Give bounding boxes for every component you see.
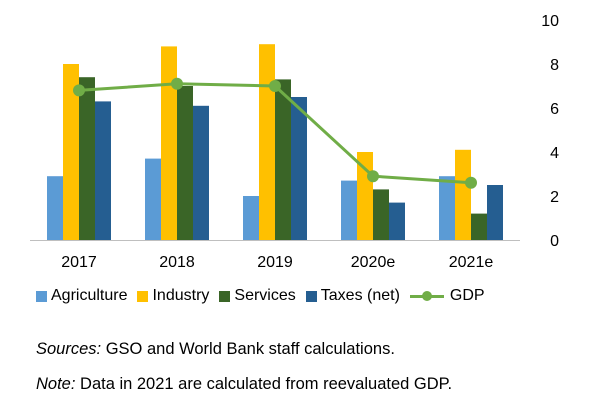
bar-taxes-net-2018 — [193, 105, 209, 240]
sources-text: GSO and World Bank staff calculations. — [101, 340, 395, 358]
x-tick-label-2019: 2019 — [257, 254, 293, 271]
bar-industry-2017 — [63, 64, 79, 240]
bar-services-2019 — [275, 79, 291, 241]
x-tick-label-2021e: 2021e — [449, 254, 494, 271]
bar-services-2020e — [373, 189, 389, 240]
gdp-point-2020e — [367, 170, 379, 183]
note-text: Data in 2021 are calculated from reevalu… — [75, 375, 453, 393]
legend-swatch-agriculture — [36, 290, 47, 302]
legend-label-taxes: Taxes (net) — [320, 287, 400, 304]
bar-agriculture-2020e — [341, 180, 357, 240]
bar-taxes-net-2020e — [389, 202, 405, 240]
gdp-point-2018 — [171, 77, 183, 90]
legend-item-services: Services — [219, 287, 296, 305]
legend: Agriculture Industry Services Taxes (net… — [36, 287, 495, 305]
legend-item-gdp: GDP — [409, 287, 485, 305]
gdp-point-2017 — [73, 84, 85, 97]
legend-label-gdp: GDP — [449, 287, 485, 304]
bar-taxes-net-2021e — [487, 185, 503, 240]
y-tick-label-10: 10 — [541, 13, 559, 30]
legend-swatch-services — [219, 290, 231, 302]
y-tick-label-0: 0 — [550, 233, 559, 250]
legend-swatch-taxes — [305, 290, 317, 302]
bar-agriculture-2017 — [47, 176, 63, 240]
bar-agriculture-2019 — [243, 196, 259, 240]
legend-item-industry: Industry — [137, 287, 209, 305]
sources-note: Sources: GSO and World Bank staff calcul… — [36, 340, 395, 359]
gdp-point-2019 — [269, 80, 281, 92]
chart: 2017 2018 2019 2020e 2021e 0 2 4 6 8 10 — [30, 13, 559, 271]
y-tick-label-8: 8 — [550, 57, 559, 74]
bar-taxes-net-2019 — [291, 97, 307, 240]
x-tick-labels: 2017 2018 2019 2020e 2021e — [61, 254, 493, 271]
legend-item-taxes: Taxes (net) — [305, 287, 400, 305]
sources-label: Sources: — [36, 340, 102, 358]
bar-services-2017 — [79, 77, 95, 240]
x-tick-label-2017: 2017 — [61, 254, 97, 271]
legend-label-industry: Industry — [152, 287, 210, 304]
y-tick-label-4: 4 — [550, 145, 559, 162]
bar-industry-2021e — [455, 149, 471, 240]
x-tick-label-2020e: 2020e — [351, 254, 396, 271]
bar-agriculture-2018 — [145, 158, 161, 240]
data-note: Note: Data in 2021 are calculated from r… — [36, 375, 452, 394]
bar-taxes-net-2017 — [95, 101, 111, 241]
bar-services-2021e — [471, 213, 487, 240]
legend-item-agriculture: Agriculture — [36, 287, 127, 305]
legend-label-services: Services — [234, 287, 296, 304]
gdp-line-group — [73, 77, 477, 189]
legend-swatch-industry — [137, 290, 149, 302]
legend-label-agriculture: Agriculture — [51, 287, 128, 304]
gdp-point-2021e — [465, 176, 477, 189]
bar-industry-2019 — [259, 44, 275, 241]
y-tick-label-2: 2 — [550, 189, 559, 206]
note-label: Note: — [36, 375, 76, 393]
bar-agriculture-2021e — [439, 176, 455, 240]
bar-services-2018 — [177, 86, 193, 240]
y-tick-label-6: 6 — [550, 101, 559, 118]
legend-swatch-gdp — [409, 290, 444, 302]
bars-group — [47, 44, 503, 241]
y-tick-labels: 0 2 4 6 8 10 — [541, 13, 559, 250]
bar-industry-2018 — [161, 46, 177, 241]
x-tick-label-2018: 2018 — [159, 254, 195, 271]
